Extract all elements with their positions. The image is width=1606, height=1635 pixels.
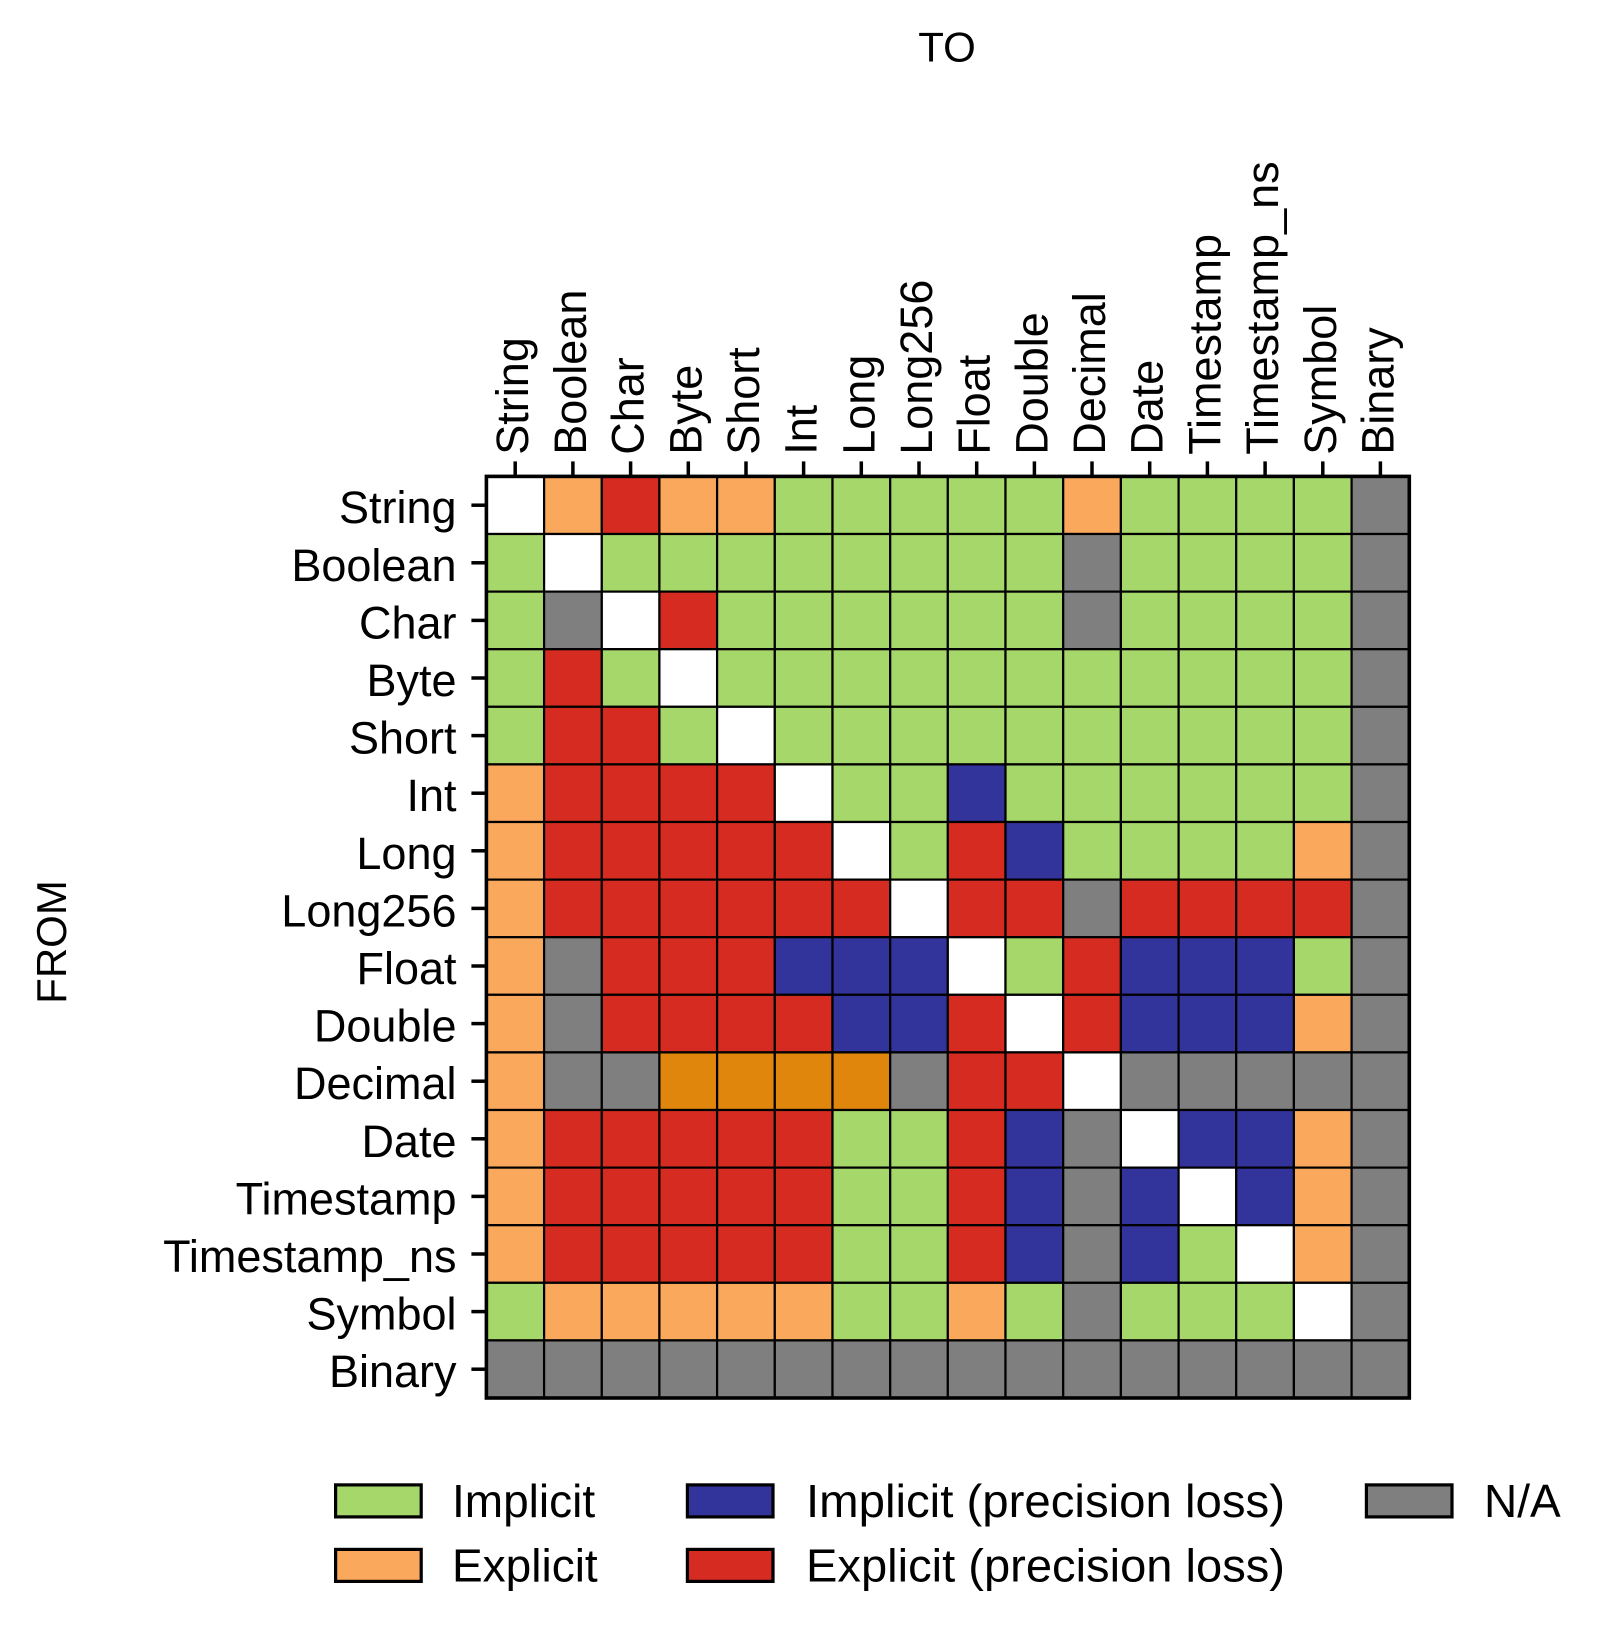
svg-text:Boolean: Boolean	[291, 540, 456, 591]
svg-text:Char: Char	[603, 357, 654, 455]
svg-text:FROM: FROM	[28, 880, 75, 1004]
svg-text:Symbol: Symbol	[306, 1289, 456, 1340]
svg-text:Char: Char	[359, 597, 457, 648]
svg-text:Decimal: Decimal	[1064, 292, 1115, 455]
svg-text:Float: Float	[356, 943, 457, 994]
svg-text:Long256: Long256	[891, 280, 942, 455]
svg-text:Timestamp: Timestamp	[236, 1173, 457, 1224]
svg-text:Float: Float	[949, 354, 1000, 455]
svg-text:Date: Date	[1122, 360, 1173, 455]
svg-text:Timestamp: Timestamp	[1179, 234, 1230, 455]
svg-text:Timestamp_ns: Timestamp_ns	[163, 1231, 456, 1282]
svg-text:Int: Int	[776, 404, 827, 455]
svg-text:Boolean: Boolean	[545, 290, 596, 455]
svg-text:Binary: Binary	[1352, 327, 1403, 455]
svg-text:Short: Short	[349, 713, 457, 764]
svg-text:Date: Date	[361, 1116, 456, 1167]
svg-text:Implicit: Implicit	[452, 1475, 595, 1527]
svg-text:Byte: Byte	[660, 365, 711, 455]
svg-text:Long: Long	[833, 355, 884, 455]
svg-text:String: String	[339, 482, 457, 533]
svg-text:Byte: Byte	[366, 655, 456, 706]
svg-text:Long: Long	[356, 828, 456, 879]
svg-text:Explicit (precision loss): Explicit (precision loss)	[806, 1540, 1285, 1592]
svg-text:Double: Double	[1006, 312, 1057, 455]
svg-text:Long256: Long256	[281, 885, 456, 936]
svg-text:N/A: N/A	[1484, 1475, 1561, 1527]
svg-text:Explicit: Explicit	[452, 1540, 598, 1592]
svg-text:Decimal: Decimal	[294, 1058, 457, 1109]
svg-text:Symbol: Symbol	[1295, 305, 1346, 455]
svg-text:Double: Double	[314, 1001, 457, 1052]
svg-text:Binary: Binary	[329, 1346, 457, 1397]
svg-text:Int: Int	[406, 770, 457, 821]
svg-text:TO: TO	[918, 24, 976, 71]
svg-text:String: String	[487, 337, 538, 455]
svg-text:Timestamp_ns: Timestamp_ns	[1237, 161, 1288, 454]
svg-text:Implicit (precision loss): Implicit (precision loss)	[806, 1475, 1285, 1527]
svg-text:Short: Short	[718, 347, 769, 455]
